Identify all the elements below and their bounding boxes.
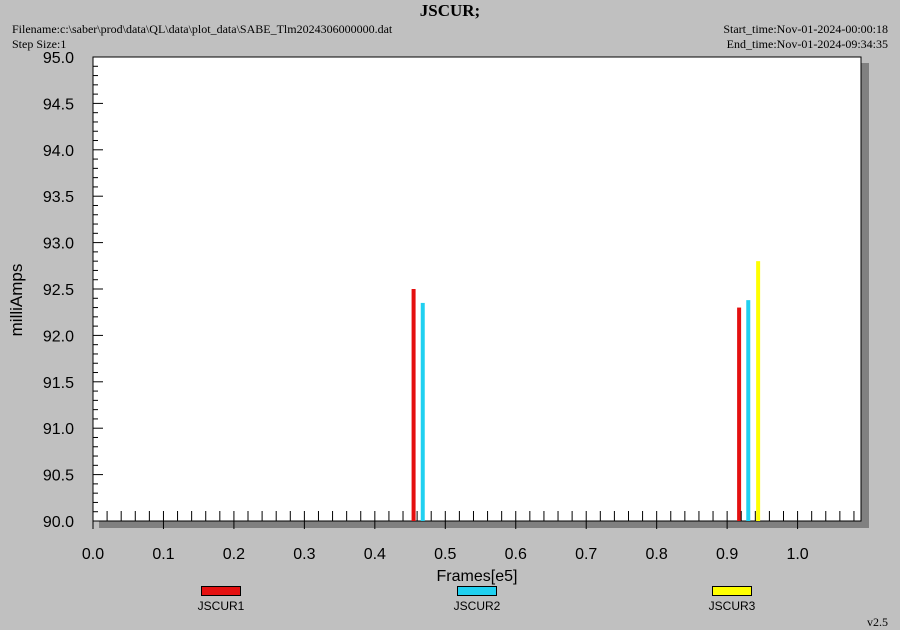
filename-label: Filename:c:\saber\prod\data\QL\data\plot… bbox=[12, 22, 393, 36]
plot-area bbox=[92, 56, 862, 522]
legend-item-jscur2: JSCUR2 bbox=[417, 586, 537, 613]
legend-item-jscur3: JSCUR3 bbox=[672, 586, 792, 613]
x-tick-label: 0.9 bbox=[716, 546, 738, 563]
start-time-label: Start_time:Nov-01-2024-00:00:18 bbox=[723, 22, 888, 36]
x-tick-label: 0.2 bbox=[223, 546, 245, 563]
y-tick-label: 93.5 bbox=[43, 189, 74, 206]
y-tick-label: 95.0 bbox=[43, 50, 74, 67]
y-tick-label: 90.5 bbox=[43, 468, 74, 485]
legend-swatch bbox=[201, 586, 241, 596]
bar-jscur2 bbox=[746, 300, 751, 521]
bar-jscur1 bbox=[411, 289, 416, 521]
x-axis-label: Frames[e5] bbox=[437, 568, 518, 585]
y-axis-label: milliAmps bbox=[7, 264, 26, 337]
version-label: v2.5 bbox=[867, 615, 888, 629]
legend-swatch bbox=[457, 586, 497, 596]
x-tick-label: 0.0 bbox=[82, 546, 104, 563]
legend-item-jscur1: JSCUR1 bbox=[161, 586, 281, 613]
x-tick-label: 0.4 bbox=[364, 546, 386, 563]
bar-jscur1 bbox=[737, 307, 742, 521]
y-tick-label: 94.0 bbox=[43, 143, 74, 160]
bar-jscur3 bbox=[756, 261, 761, 521]
y-tick-label: 94.5 bbox=[43, 96, 74, 113]
y-tick-label: 91.0 bbox=[43, 421, 74, 438]
x-tick-label: 0.1 bbox=[152, 546, 174, 563]
legend-label: JSCUR3 bbox=[708, 599, 756, 613]
y-tick-label: 92.0 bbox=[43, 328, 74, 345]
y-tick-label: 93.0 bbox=[43, 236, 74, 253]
x-tick-label: 0.5 bbox=[434, 546, 456, 563]
chart-title: JSCUR; bbox=[419, 1, 481, 20]
end-time-label: End_time:Nov-01-2024-09:34:35 bbox=[726, 37, 888, 51]
y-tick-label: 90.0 bbox=[43, 514, 74, 531]
x-tick-label: 0.3 bbox=[293, 546, 315, 563]
step-size-label: Step Size:1 bbox=[12, 37, 67, 51]
bar-jscur2 bbox=[420, 302, 425, 521]
y-tick-label: 91.5 bbox=[43, 375, 74, 392]
legend-label: JSCUR1 bbox=[197, 599, 245, 613]
y-tick-label: 92.5 bbox=[43, 282, 74, 299]
legend-label: JSCUR2 bbox=[453, 599, 501, 613]
x-tick-label: 0.8 bbox=[646, 546, 668, 563]
x-tick-label: 1.0 bbox=[786, 546, 808, 563]
x-tick-label: 0.7 bbox=[575, 546, 597, 563]
x-tick-label: 0.6 bbox=[505, 546, 527, 563]
legend-swatch bbox=[712, 586, 752, 596]
